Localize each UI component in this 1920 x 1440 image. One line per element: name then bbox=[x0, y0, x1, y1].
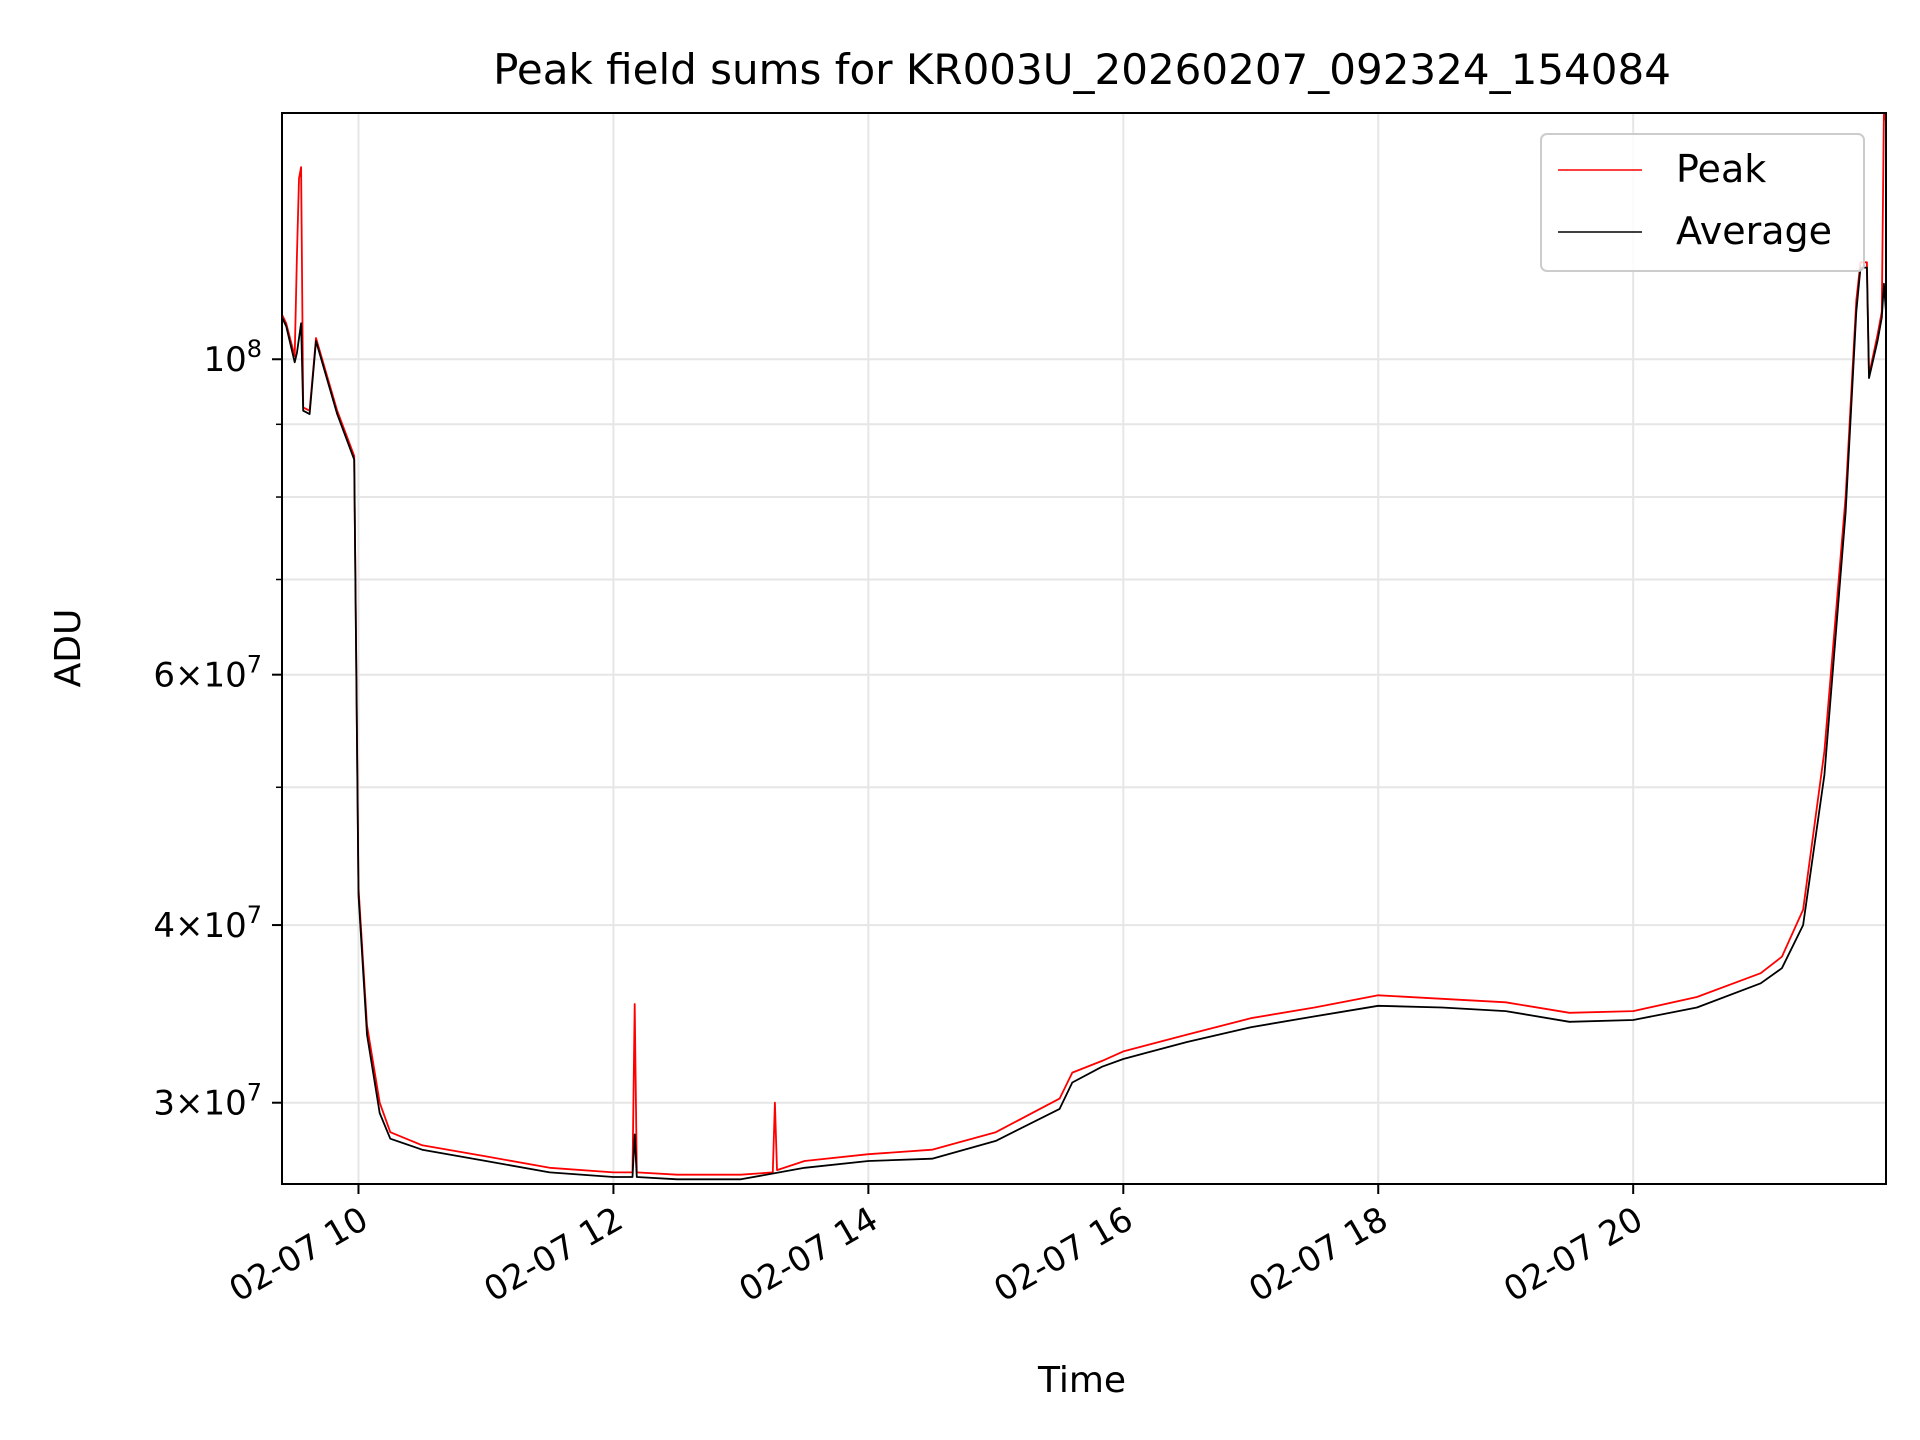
legend-label-average: Average bbox=[1676, 209, 1832, 253]
series-layer bbox=[281, 112, 1887, 1181]
series-line-average bbox=[281, 266, 1887, 1181]
y-tick-label: 4×107 bbox=[153, 901, 262, 946]
legend-label-peak: Peak bbox=[1676, 147, 1766, 191]
y-tick-label: 108 bbox=[203, 335, 262, 380]
chart-title: Peak field sums for KR003U_20260207_0923… bbox=[493, 45, 1671, 94]
plot-frame bbox=[281, 112, 1887, 1185]
y-tick-label: 3×107 bbox=[153, 1079, 262, 1124]
y-tick-label: 6×107 bbox=[153, 651, 262, 696]
legend: Peak Average bbox=[1540, 133, 1865, 272]
grid bbox=[282, 113, 1886, 1184]
series-line-peak bbox=[281, 112, 1887, 1176]
legend-box bbox=[1540, 133, 1865, 272]
x-axis-label: Time bbox=[1037, 1360, 1126, 1401]
y-axis-label: ADU bbox=[48, 609, 89, 688]
